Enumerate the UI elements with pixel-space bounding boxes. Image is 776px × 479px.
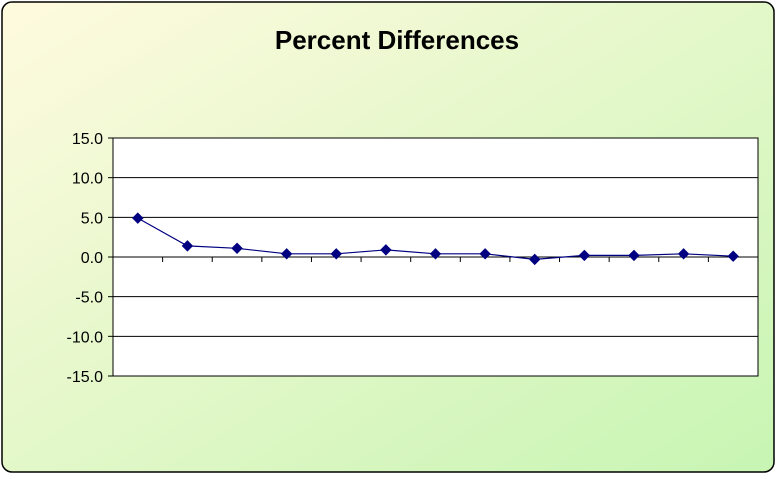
data-point-marker bbox=[529, 253, 541, 266]
chart-title: Percent Differences bbox=[275, 25, 519, 55]
series-layer bbox=[132, 212, 739, 266]
data-point-marker bbox=[231, 242, 243, 254]
data-point-marker bbox=[330, 248, 342, 260]
y-tick-label: -10.0 bbox=[67, 329, 104, 346]
data-point-marker bbox=[677, 248, 690, 260]
data-point-marker bbox=[132, 212, 144, 224]
data-point-marker bbox=[181, 240, 194, 252]
data-point-marker bbox=[727, 250, 739, 262]
y-tick-label: 15.0 bbox=[72, 131, 103, 148]
data-point-marker bbox=[578, 249, 591, 262]
y-tick-label: -15.0 bbox=[67, 369, 104, 386]
x-axis-ticks bbox=[112, 257, 759, 262]
y-tick-label: 5.0 bbox=[81, 210, 103, 227]
gridlines bbox=[113, 137, 758, 377]
y-tick-label: 10.0 bbox=[72, 171, 103, 188]
y-tick-label: 0.0 bbox=[81, 250, 103, 267]
y-tick-label: -5.0 bbox=[75, 290, 103, 307]
data-point-marker bbox=[628, 249, 640, 262]
data-point-marker bbox=[280, 248, 293, 260]
data-point-marker bbox=[479, 248, 491, 260]
data-point-marker bbox=[429, 248, 442, 260]
y-axis: 15.0 10.0 5.0 0.0 -5.0 -10.0 -15.0 bbox=[67, 131, 113, 386]
data-point-marker bbox=[380, 244, 392, 256]
